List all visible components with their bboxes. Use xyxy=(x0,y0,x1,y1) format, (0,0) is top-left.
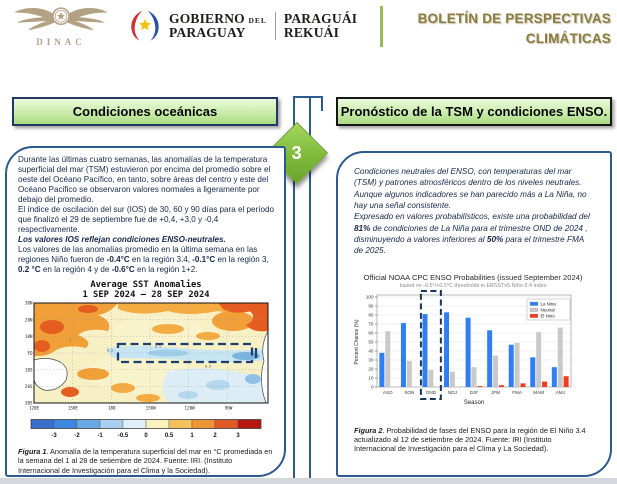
rekuai-word: REKUÁI xyxy=(283,25,340,40)
dinac-logo: DINAC xyxy=(10,4,112,47)
enso-chart-subtitle: based on -0.5°/+0.5°C thresholds in ERSS… xyxy=(399,282,547,289)
svg-text:30N: 30N xyxy=(25,301,33,306)
svg-text:10N: 10N xyxy=(25,334,33,339)
gobierno-word: GOBIERNO xyxy=(169,11,245,27)
figure1-caption: Figura 1. Anomalía de la temperatura sup… xyxy=(18,447,274,475)
dinac-label: DINAC xyxy=(36,37,86,47)
svg-text:Neutral: Neutral xyxy=(541,307,555,312)
svg-text:-1: -1 xyxy=(97,433,103,439)
dinac-wings-icon xyxy=(14,7,108,31)
svg-text:El Nino: El Nino xyxy=(541,313,556,318)
svg-text:0.5: 0.5 xyxy=(165,433,174,439)
paraguay-word: PARAGUAY xyxy=(169,25,246,40)
svg-text:MAM: MAM xyxy=(533,390,544,395)
svg-text:1: 1 xyxy=(69,338,71,342)
svg-text:DJF: DJF xyxy=(470,390,479,395)
svg-text:120W: 120W xyxy=(185,405,196,410)
header-green-divider xyxy=(380,6,383,47)
svg-text:OND: OND xyxy=(426,390,437,395)
enso-forecast-panel: Condiciones neutrales del ENSO, con temp… xyxy=(336,151,612,477)
svg-text:0: 0 xyxy=(144,433,148,439)
landmass-americas xyxy=(261,330,268,403)
svg-text:La Nina: La Nina xyxy=(541,301,557,306)
left-section-title: Condiciones oceánicas xyxy=(12,97,278,126)
svg-text:Season: Season xyxy=(464,400,484,406)
svg-text:120E: 120E xyxy=(29,405,40,410)
gobierno-emblem-icon xyxy=(131,10,159,41)
svg-text:10: 10 xyxy=(368,375,374,380)
figure2-label: Figura 2 xyxy=(354,425,383,435)
enso-forecast-text: Condiciones neutrales del ENSO, con temp… xyxy=(354,167,590,256)
logo-divider xyxy=(274,12,276,40)
svg-text:70: 70 xyxy=(368,321,374,326)
sst-map-title-line2: 1 SEP 2024 — 28 SEP 2024 xyxy=(82,290,210,301)
gobierno-del-paraguay: GOBIERNO DEL PARAGUAY xyxy=(169,12,267,40)
bulletin-title: BOLETÍN DE PERSPECTIVAS CLIMÁTICAS xyxy=(385,9,611,48)
svg-text:20: 20 xyxy=(368,366,374,371)
enso-chart-title: Official NOAA CPC ENSO Probabilities (is… xyxy=(363,272,583,282)
page-bottom-strip xyxy=(0,478,617,484)
figure1-text: . Anomalía de la temperatura superficial… xyxy=(18,446,273,475)
svg-text:40: 40 xyxy=(368,348,374,353)
step-number: 3 xyxy=(291,142,303,163)
svg-text:Percent Chance (%): Percent Chance (%) xyxy=(354,319,360,364)
svg-text:0.5: 0.5 xyxy=(205,364,211,368)
del-word: DEL xyxy=(248,16,267,26)
gobierno-paraguay-logo: GOBIERNO DEL PARAGUAY PARAGUÁI REKUÁI xyxy=(128,9,357,43)
svg-text:0: 0 xyxy=(371,384,374,389)
enso-probability-chart: ASO SON OND NDJ DJF JFM FMA MAM AMJ 0 10 20 30 40 50 60… xyxy=(354,289,572,406)
svg-text:10S: 10S xyxy=(25,367,33,372)
oceanic-conditions-text: Durante las últimas cuatro semanas, las … xyxy=(18,155,275,275)
figure2-text: . Probabilidad de fases del ENSO para la… xyxy=(354,425,586,454)
svg-text:EQ: EQ xyxy=(27,350,33,355)
figure1-label: Figura 1 xyxy=(18,446,47,456)
svg-text:0.5: 0.5 xyxy=(107,348,113,352)
svg-text:ASO: ASO xyxy=(383,390,393,395)
svg-text:3: 3 xyxy=(236,433,240,439)
svg-text:50: 50 xyxy=(368,339,374,344)
bulletin-title-line1: BOLETÍN DE PERSPECTIVAS xyxy=(417,11,611,26)
svg-text:0.5: 0.5 xyxy=(155,344,161,348)
svg-text:150E: 150E xyxy=(68,405,79,410)
sst-colorbar: -3 -2 -1 -0.5 0 0.5 1 2 3 xyxy=(30,418,262,439)
figure2-caption: Figura 2. Probabilidad de fases del ENSO… xyxy=(354,426,594,454)
svg-text:150W: 150W xyxy=(146,405,157,410)
paraguai-word: PARAGUÁI xyxy=(283,11,358,27)
sst-map-title-line1: Average SST Anomalies xyxy=(90,280,202,291)
svg-text:180: 180 xyxy=(108,405,116,410)
bulletin-title-line2: CLIMÁTICAS xyxy=(525,30,611,46)
flow-connector-arm xyxy=(295,96,323,111)
svg-text:80: 80 xyxy=(368,312,374,317)
gobierno-wordmark: GOBIERNO DEL PARAGUAY PARAGUÁI REKUÁI xyxy=(169,12,357,40)
svg-text:90: 90 xyxy=(368,303,374,308)
oceanic-conditions-panel: Durante las últimas cuatro semanas, las … xyxy=(5,146,286,477)
svg-text:100: 100 xyxy=(366,294,374,299)
nino-region-box xyxy=(116,342,254,363)
svg-text:30: 30 xyxy=(368,357,374,362)
svg-text:AMJ: AMJ xyxy=(556,390,565,395)
svg-text:60: 60 xyxy=(368,330,374,335)
svg-text:90W: 90W xyxy=(225,405,233,410)
svg-text:SON: SON xyxy=(404,390,414,395)
svg-text:NDJ: NDJ xyxy=(448,390,457,395)
svg-text:30S: 30S xyxy=(25,400,33,405)
flow-connector xyxy=(293,96,311,478)
svg-text:JFM: JFM xyxy=(491,390,500,395)
paraguai-rekuai: PARAGUÁI REKUÁI xyxy=(284,12,357,40)
right-section-title: Pronóstico de la TSM y condiciones ENSO. xyxy=(336,97,612,126)
svg-text:20N: 20N xyxy=(25,317,33,322)
svg-text:1: 1 xyxy=(190,433,194,439)
svg-text:-2: -2 xyxy=(74,433,80,439)
svg-text:FMA: FMA xyxy=(512,390,523,395)
svg-text:-3: -3 xyxy=(51,433,57,439)
svg-text:2: 2 xyxy=(213,433,217,439)
svg-text:-0.5: -0.5 xyxy=(118,433,129,439)
enso-chart-block: Official NOAA CPC ENSO Probabilities (is… xyxy=(346,273,600,422)
sst-map-title: Average SST Anomalies 1 SEP 2024 — 28 SE… xyxy=(18,280,274,300)
svg-text:20S: 20S xyxy=(25,384,33,389)
